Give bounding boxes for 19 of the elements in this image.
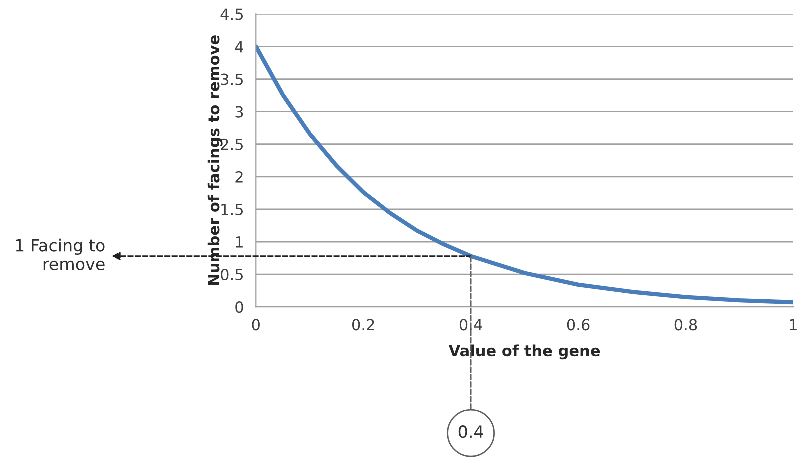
x-tick-label: 1 [790, 319, 797, 330]
x-tick-label: 0 [252, 319, 260, 331]
x-tick-label: 0.8 [674, 319, 698, 331]
x-tick-label: 0.2 [352, 319, 374, 331]
annotation: 1 Facing to remove [16, 238, 105, 270]
y-tick-label: 3.5 [221, 74, 243, 86]
y-tick-label: 2.5 [221, 138, 243, 150]
y-tick-label: 0 [236, 302, 244, 314]
y-tick-label: 4.5 [220, 8, 243, 20]
line-series [256, 44, 794, 305]
x-tick-label: 0.6 [567, 319, 590, 331]
annotation: 0.4 [458, 426, 484, 438]
y-tick-label: 1 [236, 236, 243, 248]
y-tick-label: 4 [235, 41, 244, 53]
x-axis-title: Value of the gene [448, 344, 600, 360]
y-tick-label: 2 [236, 171, 243, 183]
y-tick-label: 1.5 [222, 204, 243, 216]
y-tick-label: 3 [236, 106, 244, 118]
y-tick-label: 0.5 [221, 269, 243, 281]
